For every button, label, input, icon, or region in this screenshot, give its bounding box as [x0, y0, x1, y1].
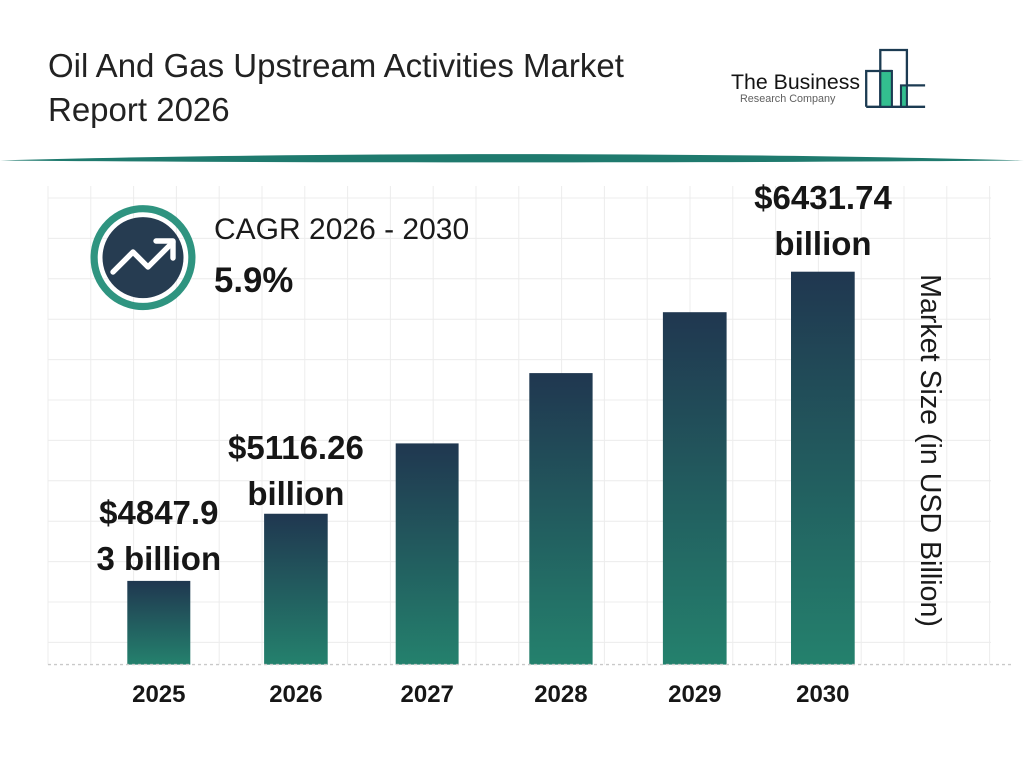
svg-text:2029: 2029: [668, 681, 721, 708]
svg-text:3 billion: 3 billion: [96, 540, 221, 577]
svg-text:billion: billion: [247, 475, 344, 512]
svg-text:2030: 2030: [796, 681, 849, 708]
svg-text:5.9%: 5.9%: [214, 261, 293, 300]
svg-text:2025: 2025: [132, 681, 185, 708]
svg-text:$5116.26: $5116.26: [228, 429, 364, 466]
svg-text:billion: billion: [774, 225, 871, 262]
svg-text:2027: 2027: [401, 681, 454, 708]
svg-text:Market Size (in USD Billion): Market Size (in USD Billion): [914, 274, 946, 627]
svg-text:$6431.74: $6431.74: [754, 179, 892, 216]
svg-text:$4847.9: $4847.9: [99, 494, 218, 531]
svg-text:CAGR 2026 - 2030: CAGR 2026 - 2030: [214, 213, 469, 246]
svg-text:2026: 2026: [269, 681, 322, 708]
svg-text:2028: 2028: [534, 681, 587, 708]
